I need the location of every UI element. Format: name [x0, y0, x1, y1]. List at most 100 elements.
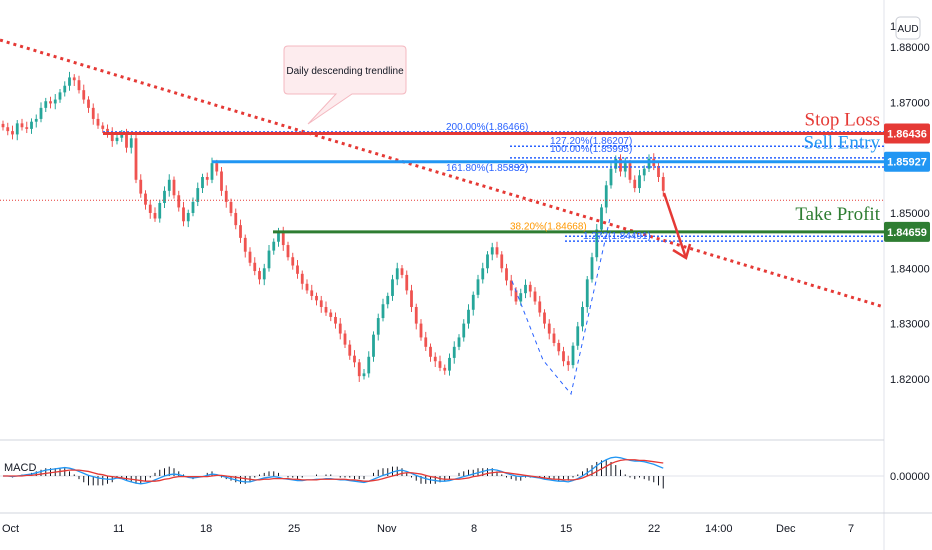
candle-body — [1, 123, 5, 128]
candle-body — [334, 316, 337, 324]
price-tick-label: 1.88000 — [890, 42, 930, 54]
candle-body — [91, 107, 95, 119]
candle-body — [462, 323, 466, 338]
time-tick-label: 8 — [471, 523, 477, 535]
candle-body — [633, 179, 637, 189]
candle-body — [281, 232, 285, 246]
currency-label: AUD — [897, 24, 918, 35]
arrow-head-icon — [672, 243, 692, 260]
macd-signal-line — [3, 459, 664, 482]
sell-entry-label: Sell Entry — [803, 133, 880, 154]
candle-body — [15, 123, 19, 135]
price-tick-label-top: 1. — [890, 21, 899, 33]
candle-body — [201, 177, 204, 189]
candle-body — [452, 346, 456, 358]
candle-body — [229, 201, 233, 213]
candle-body — [243, 237, 247, 252]
candle-body — [386, 295, 390, 305]
candle-body — [205, 177, 209, 180]
candle-body — [329, 312, 333, 317]
take-profit-tag-bg — [884, 221, 930, 242]
candle-body — [25, 127, 29, 129]
candle-body — [348, 344, 352, 356]
time-tick-label: 14:00 — [705, 523, 733, 535]
candle-body — [429, 346, 432, 357]
candle-body — [414, 307, 418, 324]
candle-body — [395, 268, 399, 280]
candle-body — [39, 107, 43, 119]
candle-body — [68, 77, 71, 86]
candle-body — [77, 80, 81, 91]
candle-body — [547, 323, 551, 334]
candle-body — [614, 158, 618, 169]
candle-body — [357, 362, 361, 377]
price-tick-label: 1.87000 — [890, 97, 930, 109]
candle-body — [638, 175, 641, 189]
time-tick-label: Nov — [377, 523, 397, 535]
time-tick-label: Dec — [776, 523, 796, 535]
candle-body — [87, 99, 90, 108]
currency-button[interactable]: AUD — [895, 16, 921, 40]
candle-body — [319, 300, 323, 308]
candle-body — [6, 127, 10, 132]
candle-body — [604, 185, 608, 208]
candle-body — [410, 290, 413, 308]
candle-body — [11, 131, 14, 135]
candle-body — [519, 293, 523, 302]
candle-body — [153, 212, 157, 219]
candle-body — [476, 279, 480, 295]
candle-body — [272, 241, 276, 251]
candle-body — [595, 229, 599, 258]
price-tick-label: 1.83000 — [890, 319, 930, 331]
stop-loss-tag-value: 1.86436 — [887, 129, 927, 141]
currency-button-bg — [895, 16, 921, 40]
candle-body — [543, 312, 546, 324]
candle-body — [239, 225, 242, 238]
candle-body — [576, 326, 580, 346]
candle-body — [600, 207, 603, 230]
candle-body — [234, 212, 238, 226]
candle-body — [424, 337, 428, 347]
candle-body — [315, 295, 318, 301]
candle-body — [362, 373, 366, 377]
candle-body — [538, 301, 542, 313]
candle-body — [296, 265, 299, 274]
candle-body — [34, 118, 38, 122]
candle-body — [172, 179, 176, 196]
candle-body — [224, 190, 228, 202]
take-profit-tag-value: 1.84659 — [887, 227, 927, 239]
candle-body — [253, 262, 257, 272]
take-profit-price-tag: 1.84659 — [884, 221, 930, 242]
candle-body — [647, 158, 651, 169]
candle-body — [248, 251, 252, 263]
candle-body — [486, 254, 489, 269]
candle-body — [566, 361, 570, 366]
callout-bubble — [283, 45, 407, 125]
price-tick-label: 1.85000 — [890, 208, 930, 220]
time-tick-label: 11 — [113, 523, 124, 535]
candle-body — [125, 134, 128, 148]
candle-body — [661, 177, 665, 191]
candle-body — [258, 271, 261, 280]
time-axis-ticks: Oct 11 18 25 Nov 8 15 22 14:00 Dec 7 — [2, 523, 854, 535]
candle-body — [490, 247, 494, 255]
candle-body — [372, 334, 375, 357]
time-tick-label: 7 — [848, 523, 854, 535]
fib-label: 1.272(1.84491) — [583, 231, 651, 242]
candle-body — [623, 163, 627, 172]
candle-body — [215, 163, 219, 172]
candle-body — [210, 163, 214, 180]
candle-body — [148, 204, 152, 213]
candle-body — [139, 179, 143, 194]
candle-body — [182, 207, 185, 222]
trendline-callout[interactable]: Daily descending trendline — [283, 45, 407, 125]
candle-body — [657, 165, 660, 178]
time-tick-label: 18 — [200, 523, 212, 535]
candle-body — [376, 318, 380, 335]
candle-body — [158, 203, 162, 219]
candle-body — [277, 232, 280, 242]
candle-body — [305, 283, 309, 291]
sell-entry-price-tag: 1.85927 — [884, 151, 930, 172]
candle-body — [585, 279, 589, 308]
